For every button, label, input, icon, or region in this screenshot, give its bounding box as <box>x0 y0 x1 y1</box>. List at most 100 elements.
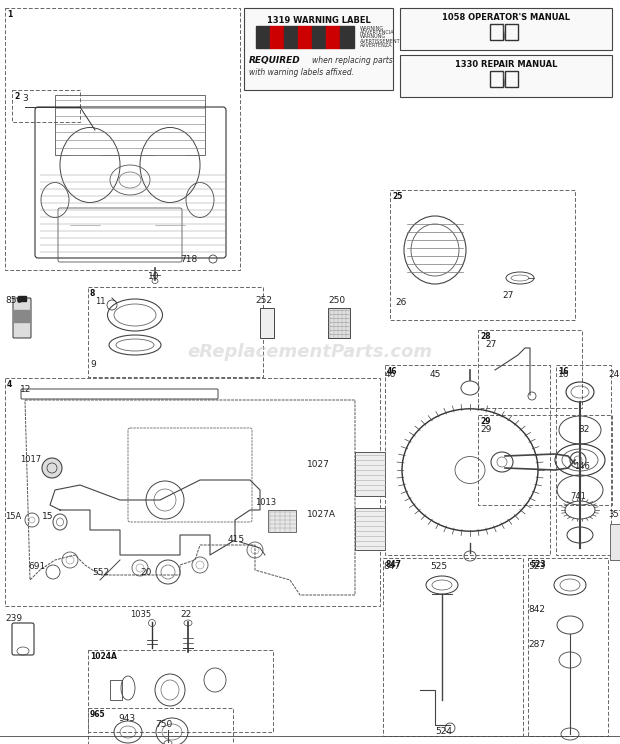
Text: 4: 4 <box>7 380 12 389</box>
Bar <box>328 308 350 338</box>
Text: REQUIRED: REQUIRED <box>249 56 301 65</box>
Text: 718: 718 <box>180 255 197 264</box>
Bar <box>110 680 122 700</box>
Text: 45: 45 <box>430 370 441 379</box>
FancyBboxPatch shape <box>13 298 31 338</box>
Text: 8: 8 <box>90 289 95 298</box>
Bar <box>478 330 582 408</box>
Bar <box>355 508 385 550</box>
Bar <box>298 26 312 48</box>
Text: 252: 252 <box>255 296 272 305</box>
Text: 357: 357 <box>608 510 620 519</box>
Text: 9: 9 <box>90 360 95 369</box>
Bar <box>490 24 503 40</box>
Bar <box>340 26 354 48</box>
Text: 287: 287 <box>528 640 545 649</box>
Text: when replacing parts: when replacing parts <box>312 56 392 65</box>
Bar <box>312 26 326 48</box>
Text: 28: 28 <box>480 332 490 341</box>
Bar <box>88 287 263 377</box>
Text: 1035: 1035 <box>130 610 151 619</box>
Text: 146: 146 <box>574 462 590 471</box>
Text: 26: 26 <box>395 298 406 307</box>
Bar <box>260 308 274 338</box>
Text: AVVERTENZA: AVVERTENZA <box>360 43 392 48</box>
Text: 10: 10 <box>148 272 159 281</box>
Text: 46: 46 <box>387 367 397 376</box>
Text: 523: 523 <box>528 562 545 571</box>
Text: 943: 943 <box>118 714 135 723</box>
Text: 27: 27 <box>485 340 497 349</box>
Text: 29: 29 <box>480 425 492 434</box>
Bar <box>383 558 523 736</box>
Text: 46: 46 <box>385 370 396 379</box>
Text: eReplacementParts.com: eReplacementParts.com <box>187 343 433 361</box>
Text: 1024A: 1024A <box>90 652 117 661</box>
Bar <box>18 296 26 301</box>
Text: ADVERTENCIA: ADVERTENCIA <box>360 31 394 35</box>
Bar <box>505 71 518 87</box>
Bar <box>528 558 608 736</box>
Bar <box>355 452 385 496</box>
Text: 29: 29 <box>480 417 490 426</box>
Text: 24: 24 <box>608 370 619 379</box>
Text: 1330 REPAIR MANUAL: 1330 REPAIR MANUAL <box>455 60 557 69</box>
Text: 1: 1 <box>7 10 12 19</box>
Text: 16: 16 <box>558 367 569 376</box>
Text: 1319 WARNING LABEL: 1319 WARNING LABEL <box>267 16 370 25</box>
Bar <box>55 95 205 155</box>
Text: 524: 524 <box>435 727 452 736</box>
Bar <box>505 24 518 40</box>
Text: 1013: 1013 <box>255 498 276 507</box>
Text: 16: 16 <box>558 370 570 379</box>
Text: 850: 850 <box>5 296 22 305</box>
Text: 1027A: 1027A <box>307 510 336 519</box>
Text: 32: 32 <box>578 425 590 434</box>
Bar <box>268 510 296 532</box>
Text: 22: 22 <box>180 610 191 619</box>
Text: 250: 250 <box>328 296 345 305</box>
Text: 842: 842 <box>528 605 545 614</box>
Text: 847: 847 <box>383 562 400 571</box>
Text: 20: 20 <box>140 568 151 577</box>
Bar <box>400 8 612 50</box>
Bar <box>490 71 503 87</box>
Bar <box>88 650 273 732</box>
Text: 965: 965 <box>90 710 105 719</box>
Bar <box>400 55 612 97</box>
Text: 1017: 1017 <box>20 455 41 464</box>
Text: 847: 847 <box>385 560 401 569</box>
Bar <box>284 26 298 48</box>
Text: 525: 525 <box>430 562 447 571</box>
Text: 3: 3 <box>22 94 28 103</box>
Text: 741: 741 <box>570 492 586 501</box>
Text: 239: 239 <box>5 614 22 623</box>
Text: AVERTISSEMENT: AVERTISSEMENT <box>360 39 401 44</box>
Ellipse shape <box>42 458 62 478</box>
Text: 523: 523 <box>530 560 546 569</box>
Bar <box>270 26 284 48</box>
Bar <box>88 708 233 744</box>
Bar <box>478 415 612 505</box>
Bar <box>385 365 550 555</box>
Bar <box>14 310 30 322</box>
Text: 15: 15 <box>42 512 53 521</box>
Bar <box>256 26 270 48</box>
Text: WARNUNG: WARNUNG <box>360 34 386 39</box>
Bar <box>244 8 393 90</box>
Bar <box>5 8 240 270</box>
Text: WARNING: WARNING <box>360 26 384 31</box>
Text: with warning labels affixed.: with warning labels affixed. <box>249 68 354 77</box>
Bar <box>610 524 620 560</box>
Text: 25: 25 <box>392 192 402 201</box>
Text: 1027: 1027 <box>307 460 330 469</box>
Text: 691: 691 <box>28 562 45 571</box>
Text: 12: 12 <box>20 385 32 394</box>
Text: 15A: 15A <box>5 512 21 521</box>
Bar <box>5 378 380 606</box>
Text: 750: 750 <box>155 720 172 729</box>
Text: 415: 415 <box>228 535 245 544</box>
Bar <box>326 26 340 48</box>
Bar <box>556 365 611 555</box>
Text: 552: 552 <box>92 568 109 577</box>
